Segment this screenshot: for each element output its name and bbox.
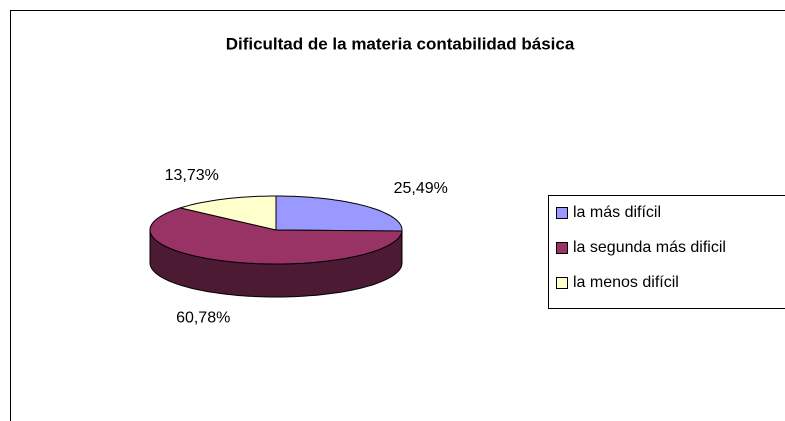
chart-title: Dificultad de la materia contabilidad bá… (226, 34, 575, 53)
legend-label: la segunda más dificil (573, 239, 726, 256)
legend (548, 195, 785, 309)
legend-swatch (556, 277, 568, 289)
legend-swatch (556, 207, 568, 219)
data-label: 25,49% (394, 180, 448, 197)
pie-slice (149, 207, 403, 265)
legend-swatch (556, 242, 568, 254)
legend-label: la más difícil (573, 204, 661, 221)
data-label: 60,78% (176, 310, 230, 327)
pie-slice (178, 195, 277, 231)
data-label: 13,73% (165, 167, 219, 184)
legend-label: la menos difícil (573, 274, 679, 291)
pie-slice (275, 195, 403, 232)
